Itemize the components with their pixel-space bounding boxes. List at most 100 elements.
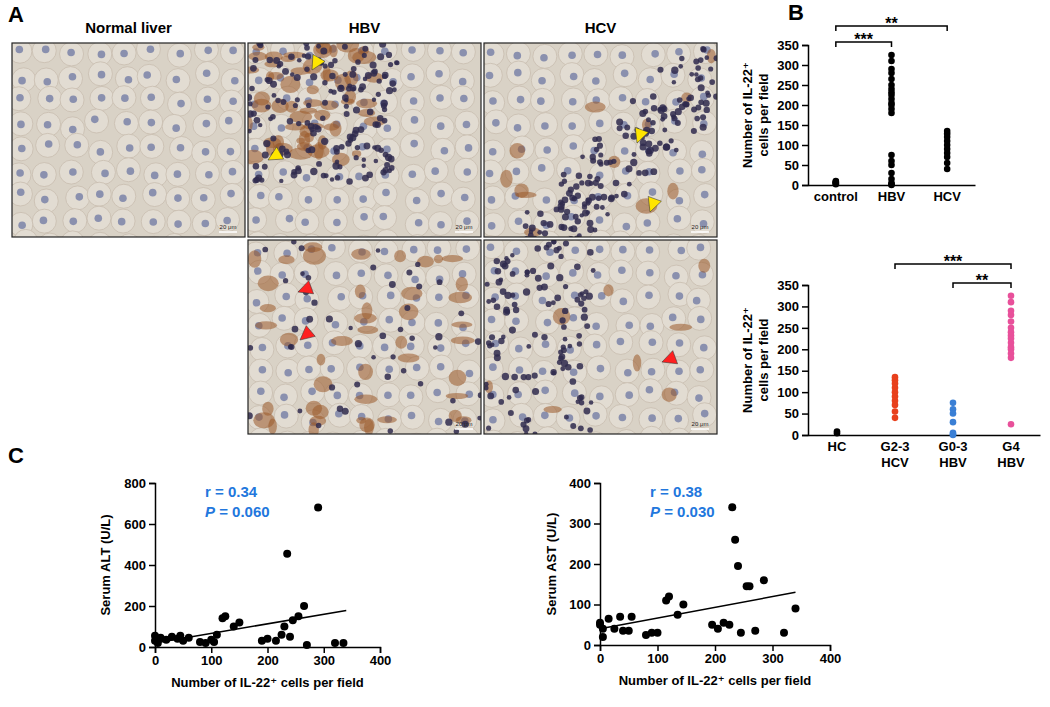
- infiltrate-nucleus: [649, 128, 655, 134]
- infiltrate-nucleus: [558, 254, 563, 259]
- infiltrate-nucleus: [695, 104, 701, 110]
- infiltrate-nucleus: [252, 57, 258, 63]
- infiltrate-nucleus: [362, 163, 366, 167]
- nucleus: [696, 366, 704, 374]
- nucleus: [437, 344, 445, 352]
- hepatocyte: [377, 285, 401, 309]
- hepatocyte: [140, 134, 164, 158]
- tick-mark: [802, 413, 808, 415]
- infiltrate-nucleus: [574, 297, 580, 303]
- stain: [313, 43, 332, 58]
- hepatocyte: [348, 240, 372, 263]
- hepatocyte: [426, 379, 450, 403]
- infiltrate-nucleus: [392, 87, 397, 92]
- infiltrate-nucleus: [558, 224, 564, 230]
- tick-mark: [211, 647, 213, 653]
- hepatocyte: [636, 261, 660, 285]
- hepatocyte: [402, 266, 426, 290]
- scale-bar-label: 20 μm: [456, 224, 473, 230]
- data-point: [944, 166, 951, 173]
- hepatocyte: [91, 160, 115, 184]
- nucleus: [646, 386, 654, 394]
- hepatocyte: [192, 141, 216, 165]
- tick: 50: [785, 406, 808, 421]
- infiltrate-nucleus: [372, 145, 376, 149]
- infiltrate-nucleus: [297, 58, 302, 63]
- hepatocyte: [63, 209, 87, 233]
- stain: [500, 170, 512, 188]
- nucleus: [17, 121, 25, 129]
- hepatocyte: [112, 86, 136, 110]
- hepatocyte: [534, 113, 558, 137]
- infiltrate-nucleus: [677, 97, 683, 103]
- tick: 300: [313, 647, 335, 668]
- stain: [451, 322, 472, 328]
- infiltrate-nucleus: [532, 388, 539, 395]
- hepatocyte: [401, 43, 425, 61]
- nucleus: [460, 95, 468, 103]
- infiltrate-nucleus: [344, 104, 349, 109]
- infiltrate-nucleus: [306, 275, 312, 281]
- nucleus: [646, 269, 654, 277]
- stain: [434, 255, 443, 263]
- nucleus: [174, 194, 182, 202]
- data-point: [888, 110, 895, 117]
- data-point: [221, 612, 229, 620]
- nucleus: [205, 171, 213, 179]
- hepatocyte: [116, 158, 140, 182]
- infiltrate-nucleus: [487, 393, 494, 400]
- infiltrate-nucleus: [704, 55, 709, 60]
- tick: 0: [597, 645, 604, 666]
- hepatocyte: [374, 240, 398, 263]
- hepatocyte: [376, 358, 400, 382]
- infiltrate-nucleus: [354, 381, 360, 387]
- nucleus: [360, 213, 368, 221]
- infiltrate-nucleus: [294, 74, 301, 81]
- infiltrate-nucleus: [489, 334, 495, 340]
- hepatocyte: [136, 43, 160, 61]
- nucleus: [695, 394, 703, 402]
- infiltrate-nucleus: [658, 107, 665, 114]
- tick: 200: [705, 645, 727, 666]
- infiltrate-nucleus: [541, 334, 547, 340]
- infiltrate-nucleus: [693, 58, 699, 64]
- hepatocyte: [585, 312, 609, 336]
- hepatocyte: [402, 164, 426, 188]
- data-point: [746, 582, 754, 590]
- infiltrate-nucleus: [573, 214, 579, 220]
- tick-label: 200: [124, 599, 146, 614]
- infiltrate-nucleus: [322, 80, 327, 85]
- hepatocyte: [221, 160, 245, 184]
- data-point: [731, 536, 739, 544]
- hepatocyte: [507, 86, 531, 110]
- stain: [446, 393, 469, 399]
- hepatocyte: [221, 69, 245, 93]
- infiltrate-nucleus: [257, 43, 263, 48]
- infiltrate-nucleus: [672, 80, 676, 84]
- hepatocyte: [639, 331, 663, 355]
- micrograph: [248, 240, 481, 434]
- nucleus: [596, 120, 604, 128]
- infiltrate-nucleus: [525, 210, 530, 215]
- tick-label: 50: [785, 158, 799, 173]
- nucleus: [541, 122, 549, 130]
- infiltrate-nucleus: [614, 194, 619, 199]
- hepatocyte: [614, 430, 638, 434]
- nucleus: [569, 142, 577, 150]
- stain: [299, 131, 310, 149]
- nucleus: [648, 368, 656, 376]
- hepatocyte: [249, 359, 273, 383]
- axis-title: Number of IL-22⁺ cells per field: [171, 675, 364, 690]
- infiltrate-nucleus: [563, 284, 568, 289]
- nucleus: [303, 174, 311, 182]
- infiltrate-nucleus: [291, 240, 296, 245]
- micrograph: [484, 240, 717, 434]
- tick-label: 800: [124, 476, 146, 491]
- infiltrate-nucleus: [288, 344, 293, 349]
- hepatocyte: [531, 88, 555, 112]
- nucleus: [177, 100, 185, 108]
- hepatocyte: [167, 43, 191, 67]
- infiltrate-nucleus: [337, 406, 343, 412]
- infiltrate-nucleus: [279, 179, 283, 183]
- tick: 400: [370, 647, 392, 668]
